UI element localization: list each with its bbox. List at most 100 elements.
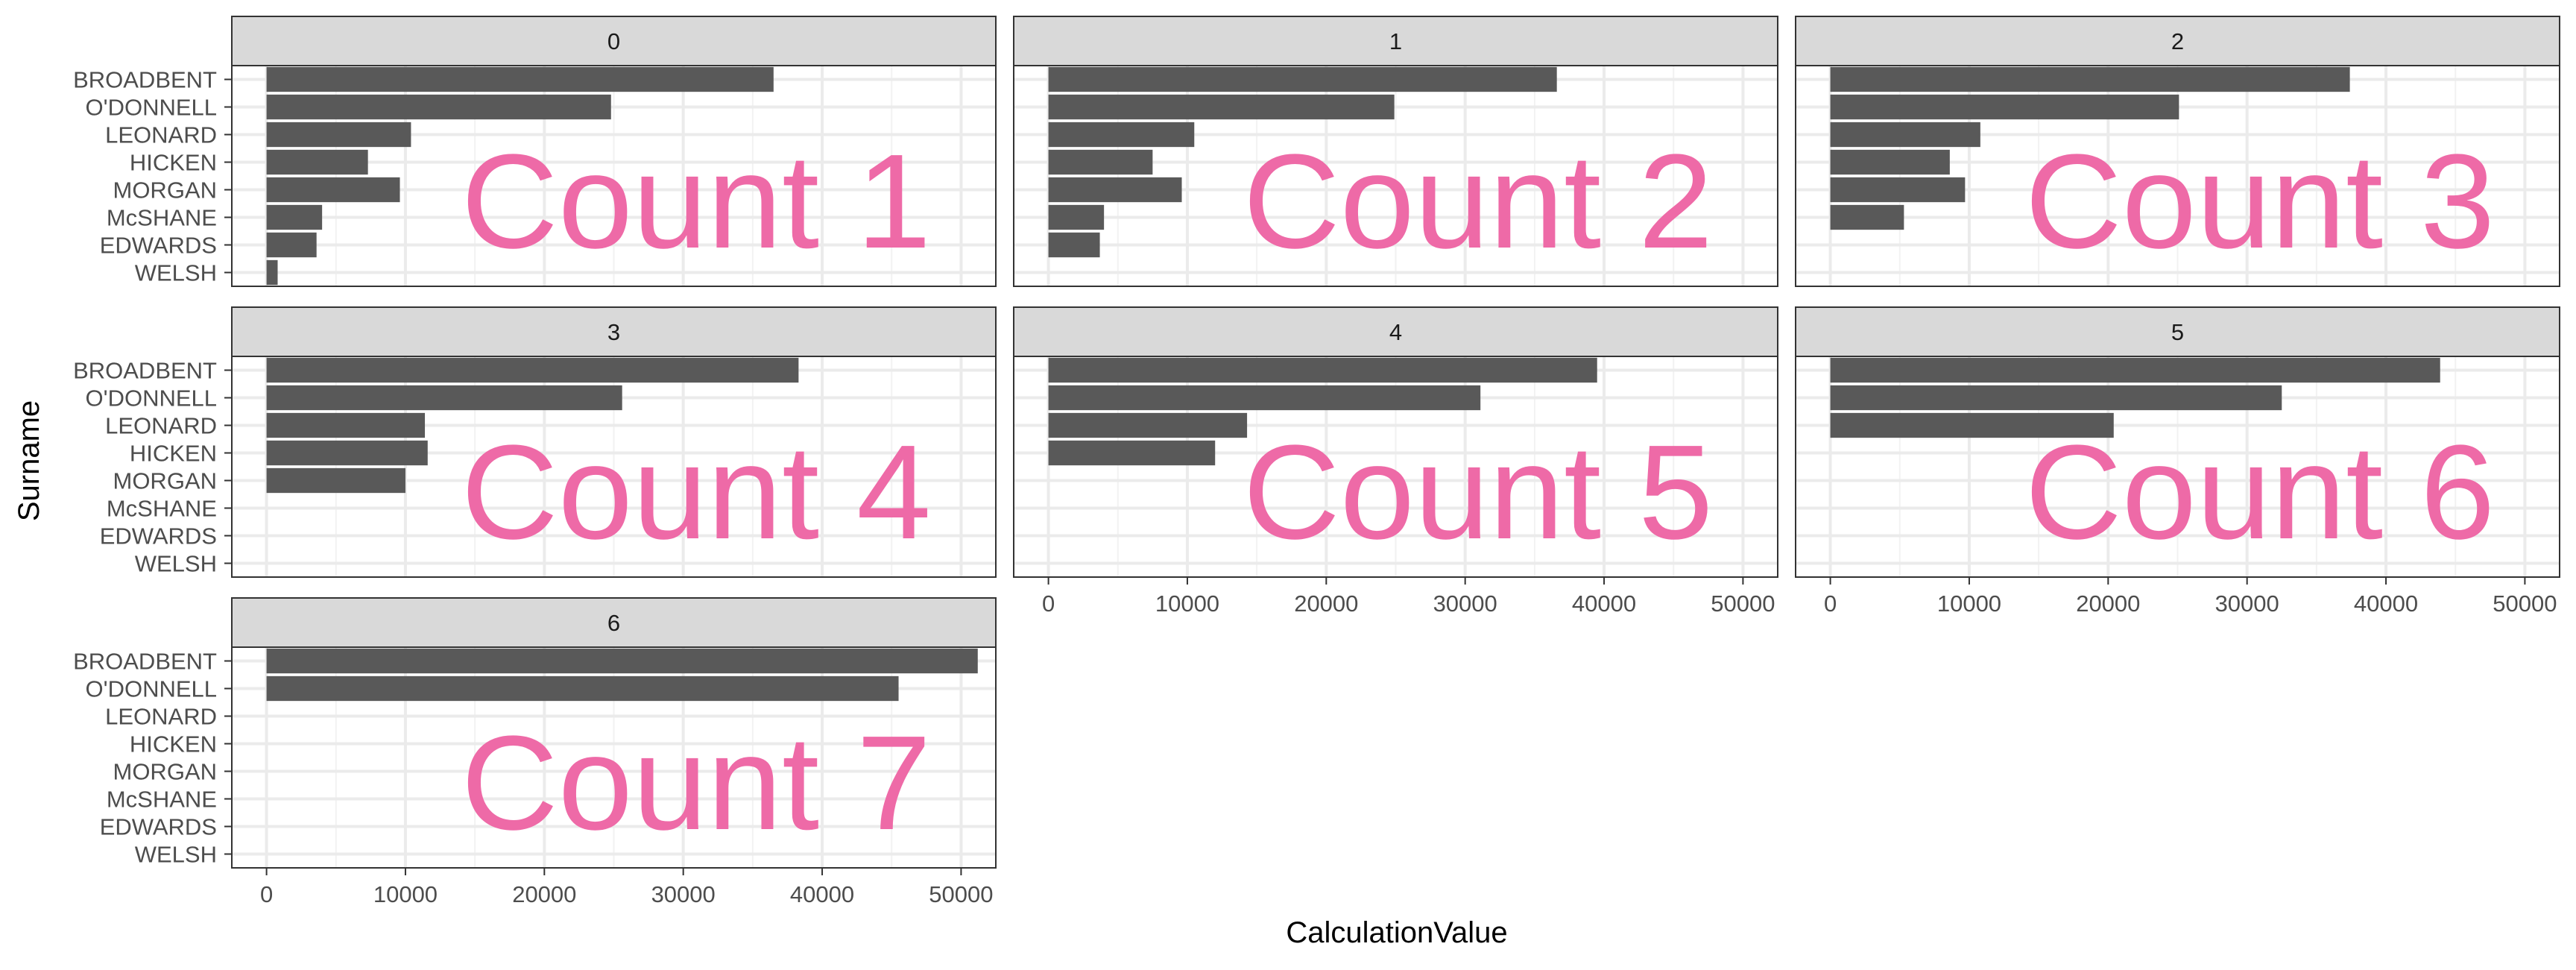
y-tick-label-0-0: BROADBENT bbox=[73, 67, 217, 93]
bar-2-0 bbox=[1830, 66, 2350, 92]
panel-border-1 bbox=[1013, 65, 1778, 287]
overlay-count-label-2: Count 3 bbox=[2025, 127, 2495, 277]
bar-1-6 bbox=[1048, 232, 1100, 258]
x-tick-label-5-2: 20000 bbox=[2076, 590, 2140, 617]
y-tick-label-3-3: HICKEN bbox=[130, 441, 217, 467]
facet-strip-label-3: 3 bbox=[607, 319, 620, 345]
x-tick-label-4-4: 40000 bbox=[1572, 590, 1636, 617]
y-tick-label-3-1: O'DONNELL bbox=[86, 385, 217, 412]
y-tick-label-3-6: EDWARDS bbox=[100, 523, 217, 549]
bar-0-6 bbox=[266, 232, 317, 258]
bar-5-1 bbox=[1830, 385, 2282, 411]
overlay-count-label-6: Count 7 bbox=[461, 708, 931, 858]
x-tick-label-4-3: 30000 bbox=[1433, 590, 1497, 617]
y-tick-label-3-7: WELSH bbox=[135, 551, 217, 577]
bar-6-0 bbox=[266, 648, 978, 674]
facet-strip-label-5: 5 bbox=[2171, 319, 2184, 345]
facet-strip-4 bbox=[1013, 306, 1778, 357]
y-tick-label-0-3: HICKEN bbox=[130, 150, 217, 176]
overlay-count-label-0: Count 1 bbox=[461, 127, 931, 277]
x-tick-label-6-4: 40000 bbox=[790, 881, 854, 907]
y-tick-label-0-6: EDWARDS bbox=[100, 233, 217, 259]
bar-5-2 bbox=[1830, 412, 2114, 438]
y-tick-label-6-6: EDWARDS bbox=[100, 814, 217, 840]
bar-3-2 bbox=[266, 412, 426, 438]
bar-2-4 bbox=[1830, 177, 1966, 203]
bar-0-0 bbox=[266, 66, 774, 92]
x-tick-label-5-1: 10000 bbox=[1937, 590, 2001, 617]
x-tick-label-6-1: 10000 bbox=[373, 881, 438, 907]
x-tick-label-5-0: 0 bbox=[1824, 590, 1837, 617]
x-tick-label-4-0: 0 bbox=[1042, 590, 1055, 617]
bar-3-3 bbox=[266, 440, 428, 466]
overlay-count-label-5: Count 6 bbox=[2025, 418, 2495, 567]
bar-0-2 bbox=[266, 122, 411, 148]
panel-border-0 bbox=[231, 65, 997, 287]
x-tick-label-4-2: 20000 bbox=[1294, 590, 1358, 617]
overlay-count-label-4: Count 5 bbox=[1243, 418, 1713, 567]
y-tick-label-0-4: MORGAN bbox=[113, 177, 218, 204]
bar-4-3 bbox=[1048, 440, 1216, 466]
facet-strip-5 bbox=[1795, 306, 2560, 357]
y-axis-title: Surname bbox=[13, 400, 45, 521]
x-tick-label-6-5: 50000 bbox=[929, 881, 993, 907]
bar-2-1 bbox=[1830, 94, 2179, 120]
panel-border-3 bbox=[231, 356, 997, 578]
y-tick-label-3-4: MORGAN bbox=[113, 468, 218, 494]
facet-strip-label-4: 4 bbox=[1389, 319, 1402, 345]
y-tick-label-0-7: WELSH bbox=[135, 260, 217, 286]
overlay-count-label-3: Count 4 bbox=[461, 418, 931, 567]
y-tick-label-6-7: WELSH bbox=[135, 842, 217, 868]
x-tick-label-4-1: 10000 bbox=[1155, 590, 1219, 617]
bar-1-0 bbox=[1048, 66, 1557, 92]
bar-4-1 bbox=[1048, 385, 1481, 411]
x-tick-label-6-2: 20000 bbox=[512, 881, 576, 907]
bar-0-7 bbox=[266, 259, 278, 286]
x-axis-title: CalculationValue bbox=[1286, 916, 1507, 949]
bar-3-4 bbox=[266, 467, 405, 494]
bar-2-2 bbox=[1830, 122, 1980, 148]
y-tick-label-6-0: BROADBENT bbox=[73, 649, 217, 675]
facet-strip-0 bbox=[231, 16, 997, 66]
bar-0-3 bbox=[266, 149, 368, 175]
facet-strip-label-6: 6 bbox=[607, 610, 620, 636]
x-tick-label-5-3: 30000 bbox=[2215, 590, 2279, 617]
bar-0-1 bbox=[266, 94, 611, 120]
x-tick-label-6-0: 0 bbox=[260, 881, 273, 907]
y-tick-label-0-1: O'DONNELL bbox=[86, 95, 217, 121]
y-tick-label-6-4: MORGAN bbox=[113, 759, 218, 785]
bar-1-2 bbox=[1048, 122, 1195, 148]
bar-2-3 bbox=[1830, 149, 1950, 175]
y-tick-label-6-2: LEONARD bbox=[105, 704, 217, 730]
facet-strip-6 bbox=[231, 597, 997, 648]
facet-strip-2 bbox=[1795, 16, 2560, 66]
bar-4-0 bbox=[1048, 357, 1597, 383]
y-tick-label-6-3: HICKEN bbox=[130, 731, 217, 758]
y-tick-label-0-5: McSHANE bbox=[107, 205, 217, 231]
bar-5-0 bbox=[1830, 357, 2440, 383]
y-tick-label-3-0: BROADBENT bbox=[73, 358, 217, 384]
y-tick-label-0-2: LEONARD bbox=[105, 122, 217, 148]
bar-1-4 bbox=[1048, 177, 1182, 203]
facet-strip-label-1: 1 bbox=[1389, 28, 1402, 54]
facet-strip-label-0: 0 bbox=[607, 28, 620, 54]
y-tick-label-6-5: McSHANE bbox=[107, 787, 217, 813]
x-tick-label-5-5: 50000 bbox=[2493, 590, 2557, 617]
panel-border-4 bbox=[1013, 356, 1778, 578]
bar-0-5 bbox=[266, 204, 323, 230]
y-tick-label-3-5: McSHANE bbox=[107, 496, 217, 522]
bar-4-2 bbox=[1048, 412, 1248, 438]
bar-0-4 bbox=[266, 177, 400, 203]
bar-2-5 bbox=[1830, 204, 1904, 230]
bar-3-0 bbox=[266, 357, 799, 383]
panel-border-6 bbox=[231, 646, 997, 869]
bar-1-5 bbox=[1048, 204, 1105, 230]
x-tick-label-4-5: 50000 bbox=[1711, 590, 1775, 617]
panel-border-5 bbox=[1795, 356, 2560, 578]
facet-strip-label-2: 2 bbox=[2171, 28, 2184, 54]
panel-border-2 bbox=[1795, 65, 2560, 287]
y-tick-label-6-1: O'DONNELL bbox=[86, 676, 217, 702]
facet-strip-3 bbox=[231, 306, 997, 357]
